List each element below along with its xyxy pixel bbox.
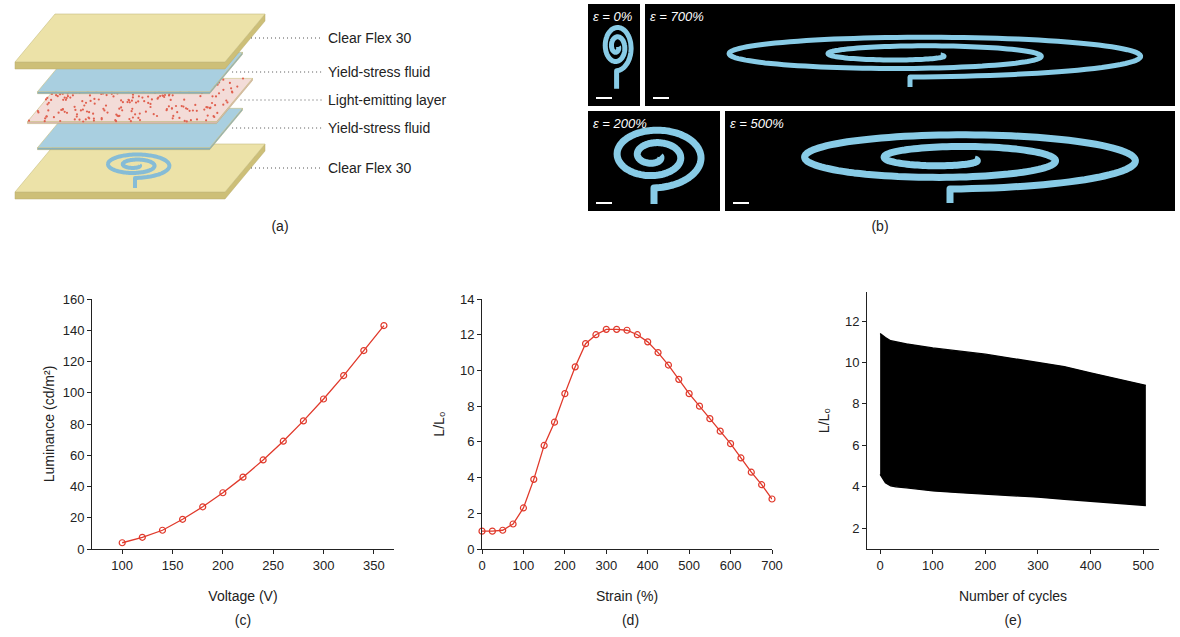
svg-text:500: 500: [678, 558, 700, 573]
svg-text:600: 600: [720, 558, 742, 573]
svg-text:L/L₀: L/L₀: [431, 411, 447, 436]
svg-text:0: 0: [77, 542, 84, 557]
svg-text:700: 700: [761, 558, 783, 573]
svg-text:120: 120: [63, 354, 85, 369]
svg-text:250: 250: [262, 558, 284, 573]
svg-text:8: 8: [467, 399, 474, 414]
svg-text:Luminance (cd/m²): Luminance (cd/m²): [41, 366, 57, 483]
html-text:(c): (c): [234, 612, 252, 628]
svg-text:12: 12: [845, 314, 859, 329]
svg-text:200: 200: [554, 558, 576, 573]
svg-text:100: 100: [63, 385, 85, 400]
svg-text:Yield-stress fluid: Yield-stress fluid: [328, 64, 430, 80]
svg-text:ε = 500%: ε = 500%: [730, 116, 784, 131]
html-text:(d): (d): [621, 612, 640, 628]
svg-text:80: 80: [70, 417, 84, 432]
svg-text:160: 160: [63, 292, 85, 307]
html-text:(b): (b): [871, 218, 889, 234]
svg-text:Light-emitting layer: Light-emitting layer: [328, 92, 447, 108]
svg-text:ε = 700%: ε = 700%: [650, 9, 704, 24]
svg-text:300: 300: [1027, 558, 1049, 573]
svg-text:350: 350: [363, 558, 385, 573]
svg-text:150: 150: [162, 558, 184, 573]
svg-text:300: 300: [595, 558, 617, 573]
svg-text:4: 4: [852, 479, 859, 494]
svg-text:Voltage (V): Voltage (V): [208, 588, 277, 604]
svg-text:Clear Flex 30: Clear Flex 30: [328, 160, 411, 176]
svg-text:140: 140: [63, 323, 85, 338]
svg-text:Yield-stress fluid: Yield-stress fluid: [328, 120, 430, 136]
svg-text:100: 100: [922, 558, 944, 573]
svg-text:ε = 200%: ε = 200%: [593, 116, 647, 131]
svg-text:100: 100: [111, 558, 133, 573]
svg-text:14: 14: [460, 292, 474, 307]
svg-text:6: 6: [467, 434, 474, 449]
svg-text:500: 500: [1132, 558, 1154, 573]
svg-text:200: 200: [212, 558, 234, 573]
svg-text:L/L₀: L/L₀: [816, 408, 832, 433]
svg-text:60: 60: [70, 448, 84, 463]
svg-text:Clear Flex 30: Clear Flex 30: [328, 30, 411, 46]
svg-text:20: 20: [70, 510, 84, 525]
svg-text:200: 200: [975, 558, 997, 573]
svg-text:0: 0: [467, 542, 474, 557]
svg-text:0: 0: [877, 558, 884, 573]
svg-text:2: 2: [852, 521, 859, 536]
svg-text:12: 12: [460, 327, 474, 342]
svg-text:100: 100: [513, 558, 535, 573]
svg-text:10: 10: [460, 363, 474, 378]
svg-text:0: 0: [478, 558, 485, 573]
svg-text:8: 8: [852, 396, 859, 411]
svg-text:6: 6: [852, 438, 859, 453]
svg-text:4: 4: [467, 470, 474, 485]
svg-text:400: 400: [637, 558, 659, 573]
svg-text:Number of cycles: Number of cycles: [959, 588, 1067, 604]
svg-text:Strain (%): Strain (%): [596, 588, 658, 604]
svg-text:40: 40: [70, 479, 84, 494]
svg-text:400: 400: [1080, 558, 1102, 573]
html-text:(e): (e): [1004, 612, 1022, 628]
svg-text:ε = 0%: ε = 0%: [593, 9, 632, 24]
svg-text:300: 300: [313, 558, 335, 573]
svg-text:10: 10: [845, 355, 859, 370]
html-text:(a): (a): [271, 218, 289, 234]
svg-text:2: 2: [467, 506, 474, 521]
